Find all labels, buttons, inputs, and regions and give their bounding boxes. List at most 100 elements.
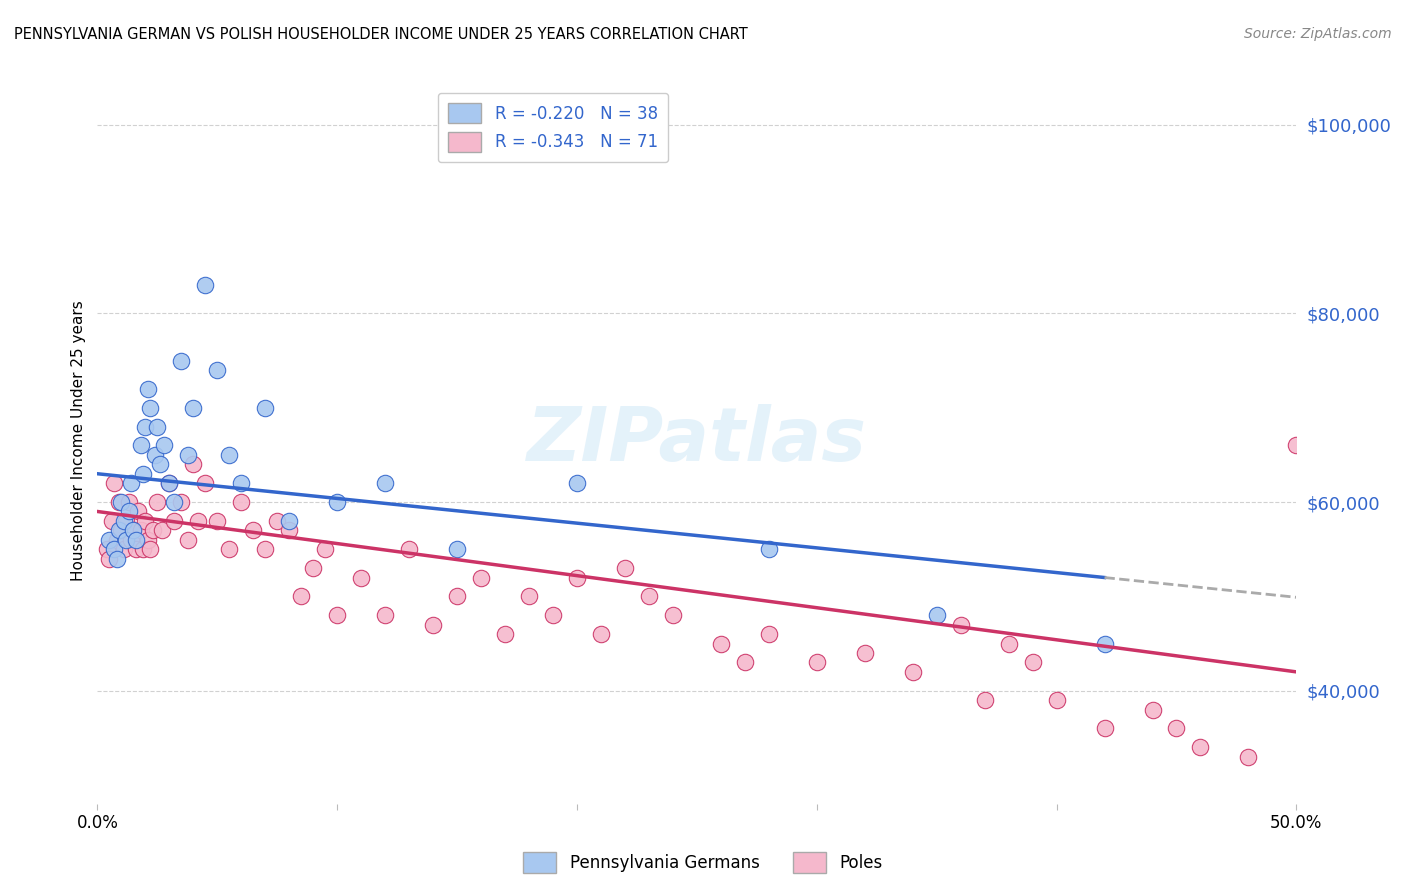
- Point: [163, 495, 186, 509]
- Point: [398, 542, 420, 557]
- Point: [177, 533, 200, 547]
- Point: [734, 656, 756, 670]
- Point: [1285, 438, 1308, 452]
- Point: [181, 401, 204, 415]
- Point: [141, 524, 163, 538]
- Point: [105, 551, 128, 566]
- Point: [157, 476, 180, 491]
- Text: ZIPatlas: ZIPatlas: [527, 404, 868, 477]
- Point: [157, 476, 180, 491]
- Point: [150, 524, 173, 538]
- Point: [139, 401, 162, 415]
- Point: [146, 419, 169, 434]
- Point: [132, 542, 155, 557]
- Point: [108, 495, 131, 509]
- Point: [218, 542, 240, 557]
- Point: [1142, 703, 1164, 717]
- Point: [710, 636, 733, 650]
- Point: [139, 542, 162, 557]
- Point: [112, 514, 135, 528]
- Point: [134, 514, 156, 528]
- Point: [231, 495, 253, 509]
- Point: [143, 448, 166, 462]
- Point: [136, 533, 159, 547]
- Point: [973, 693, 995, 707]
- Point: [278, 514, 301, 528]
- Point: [494, 627, 516, 641]
- Point: [194, 278, 217, 293]
- Point: [901, 665, 924, 679]
- Legend: Pennsylvania Germans, Poles: Pennsylvania Germans, Poles: [516, 846, 890, 880]
- Point: [218, 448, 240, 462]
- Point: [758, 627, 780, 641]
- Point: [117, 504, 139, 518]
- Point: [194, 476, 217, 491]
- Point: [146, 495, 169, 509]
- Point: [806, 656, 828, 670]
- Point: [374, 476, 396, 491]
- Point: [120, 476, 142, 491]
- Point: [589, 627, 612, 641]
- Point: [231, 476, 253, 491]
- Point: [122, 524, 145, 538]
- Point: [326, 495, 349, 509]
- Point: [177, 448, 200, 462]
- Point: [446, 542, 468, 557]
- Point: [565, 476, 588, 491]
- Point: [105, 533, 128, 547]
- Text: Source: ZipAtlas.com: Source: ZipAtlas.com: [1244, 27, 1392, 41]
- Y-axis label: Householder Income Under 25 years: Householder Income Under 25 years: [72, 301, 86, 581]
- Point: [662, 608, 685, 623]
- Point: [1166, 722, 1188, 736]
- Point: [117, 495, 139, 509]
- Point: [132, 467, 155, 481]
- Point: [422, 617, 444, 632]
- Point: [170, 353, 193, 368]
- Point: [326, 608, 349, 623]
- Point: [517, 590, 540, 604]
- Point: [120, 533, 142, 547]
- Point: [129, 438, 152, 452]
- Legend: R = -0.220   N = 38, R = -0.343   N = 71: R = -0.220 N = 38, R = -0.343 N = 71: [439, 93, 668, 162]
- Point: [565, 570, 588, 584]
- Point: [242, 524, 264, 538]
- Point: [136, 382, 159, 396]
- Point: [925, 608, 948, 623]
- Point: [127, 504, 149, 518]
- Point: [758, 542, 780, 557]
- Point: [181, 458, 204, 472]
- Point: [278, 524, 301, 538]
- Point: [446, 590, 468, 604]
- Point: [153, 438, 176, 452]
- Point: [115, 533, 138, 547]
- Point: [350, 570, 373, 584]
- Point: [149, 458, 172, 472]
- Point: [125, 542, 148, 557]
- Point: [541, 608, 564, 623]
- Point: [314, 542, 336, 557]
- Point: [96, 542, 118, 557]
- Point: [112, 542, 135, 557]
- Point: [207, 514, 229, 528]
- Point: [302, 561, 325, 575]
- Point: [1094, 636, 1116, 650]
- Point: [1189, 740, 1212, 755]
- Text: PENNSYLVANIA GERMAN VS POLISH HOUSEHOLDER INCOME UNDER 25 YEARS CORRELATION CHAR: PENNSYLVANIA GERMAN VS POLISH HOUSEHOLDE…: [14, 27, 748, 42]
- Point: [254, 401, 277, 415]
- Point: [254, 542, 277, 557]
- Point: [470, 570, 492, 584]
- Point: [129, 524, 152, 538]
- Point: [374, 608, 396, 623]
- Point: [110, 495, 132, 509]
- Point: [98, 533, 121, 547]
- Point: [100, 514, 122, 528]
- Point: [638, 590, 661, 604]
- Point: [170, 495, 193, 509]
- Point: [207, 363, 229, 377]
- Point: [1237, 749, 1260, 764]
- Point: [997, 636, 1019, 650]
- Point: [108, 524, 131, 538]
- Point: [949, 617, 972, 632]
- Point: [163, 514, 186, 528]
- Point: [187, 514, 209, 528]
